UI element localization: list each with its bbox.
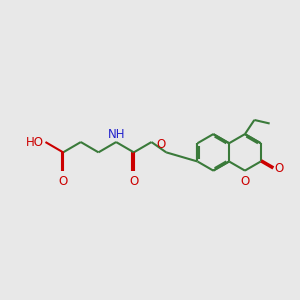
Text: O: O (129, 175, 138, 188)
Text: NH: NH (107, 128, 125, 141)
Text: O: O (156, 139, 165, 152)
Text: O: O (240, 175, 250, 188)
Text: O: O (58, 175, 68, 188)
Text: HO: HO (26, 136, 44, 148)
Text: O: O (274, 162, 283, 175)
